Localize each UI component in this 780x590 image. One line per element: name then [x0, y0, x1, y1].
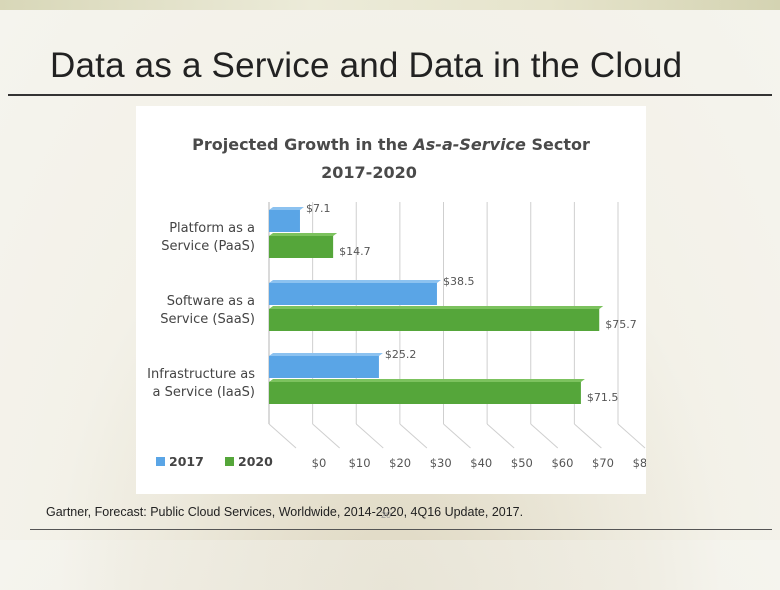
data-label: $38.5	[443, 275, 475, 288]
category-label: Platform as a	[169, 221, 255, 236]
bar-2017	[269, 210, 300, 232]
x-gridline-floor	[268, 423, 297, 449]
bar-top-face	[269, 353, 383, 356]
bar-top-face	[269, 306, 604, 309]
x-tick-label: $70	[592, 456, 614, 470]
data-label: $7.1	[306, 202, 331, 215]
x-tick-label: $20	[389, 456, 411, 470]
data-label: $71.5	[587, 391, 619, 404]
x-gridline-floor	[530, 423, 559, 449]
x-gridline-floor	[399, 423, 428, 449]
x-gridline-floor	[617, 423, 646, 449]
x-tick-label: $30	[430, 456, 452, 470]
bar-2020	[269, 309, 600, 331]
x-gridline-floor	[355, 423, 384, 449]
category-label: Service (SaaS)	[160, 312, 255, 327]
slide-number: 20	[381, 510, 392, 520]
data-label: $75.7	[605, 318, 637, 331]
bar-top-face	[269, 233, 338, 236]
title-divider	[8, 94, 772, 96]
x-tick-label: $60	[551, 456, 573, 470]
category-label: a Service (IaaS)	[153, 385, 255, 400]
chart-title: Projected Growth in the As-a-Service Sec…	[192, 135, 590, 154]
bar-top-face	[269, 379, 585, 382]
x-tick-label: $0	[312, 456, 327, 470]
legend-label-2017: 2017	[169, 454, 204, 469]
bottom-divider	[30, 529, 772, 530]
bar-top-face	[269, 207, 304, 210]
legend-label-2020: 2020	[238, 454, 273, 469]
page-title: Data as a Service and Data in the Cloud	[50, 46, 683, 85]
legend-swatch-2020	[225, 457, 234, 466]
category-label: Service (PaaS)	[161, 239, 255, 254]
x-tick-label: $40	[470, 456, 492, 470]
x-tick-label: $80	[633, 456, 646, 470]
legend-swatch-2017	[156, 457, 165, 466]
top-decor-strip	[0, 0, 780, 10]
x-gridline-floor	[574, 423, 602, 449]
chart-subtitle: 2017-2020	[321, 163, 417, 182]
source-footnote: Gartner, Forecast: Public Cloud Services…	[46, 505, 524, 519]
data-label: $25.2	[385, 348, 417, 361]
category-label: Software as a	[167, 294, 255, 309]
x-gridline-floor	[443, 423, 471, 449]
x-gridline-floor	[486, 423, 515, 449]
chart-image: Projected Growth in the As-a-Service Sec…	[136, 106, 646, 494]
x-gridline-floor	[312, 423, 340, 449]
bar-2017	[269, 356, 379, 378]
bar-2020	[269, 382, 581, 404]
x-tick-label: $10	[349, 456, 371, 470]
bar-2017	[269, 283, 437, 305]
x-tick-label: $50	[511, 456, 533, 470]
category-label: Infrastructure as	[147, 367, 255, 382]
bar-top-face	[269, 280, 441, 283]
data-label: $14.7	[339, 245, 371, 258]
bar-chart: Projected Growth in the As-a-Service Sec…	[147, 135, 646, 470]
bar-2020	[269, 236, 334, 258]
